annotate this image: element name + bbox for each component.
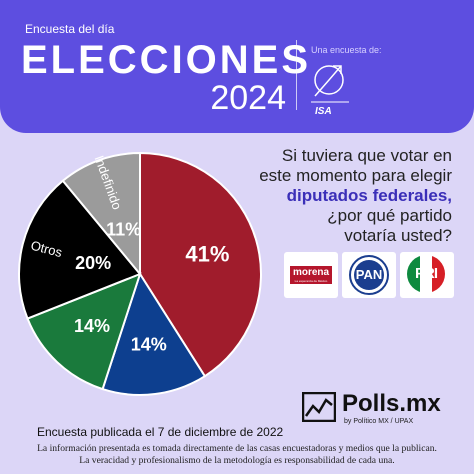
morena-tagline: La esperanza de México — [294, 279, 328, 283]
brand-byline: by Político MX / UPAX — [344, 418, 414, 425]
pri-logo: PRI — [400, 252, 454, 298]
publication-date: Encuesta publicada el 7 de diciembre de … — [37, 425, 284, 439]
pan-logo: PAN — [342, 252, 396, 298]
morena-badge: morena La esperanza de México — [290, 266, 332, 284]
pie-value-label-2: 14% — [74, 316, 110, 336]
brand-name: Polls.mx — [342, 390, 441, 417]
sponsor-caption: Una encuesta de: — [311, 45, 382, 55]
pie-value-label-3: 20% — [75, 253, 111, 273]
pie-slice-3 — [18, 179, 142, 320]
isa-logo-arrowhead — [333, 65, 342, 74]
pri-red-band — [432, 255, 445, 293]
party-logos: morena La esperanza de México PAN PRI — [276, 252, 454, 298]
question-line-1: Si tuviera que votar en — [281, 146, 452, 165]
page-title: ELECCIONES — [21, 38, 312, 82]
header-divider — [296, 40, 297, 110]
isa-logo: ISA — [311, 65, 349, 117]
question-line-4: ¿por qué partido — [327, 206, 452, 225]
question-line-2: este momento para elegir — [259, 166, 452, 185]
isa-logo-text: ISA — [315, 106, 332, 117]
pie-slice-2 — [26, 272, 142, 391]
pie-value-label-1: 14% — [131, 335, 167, 355]
pri-name: PRI — [414, 265, 438, 282]
isa-logo-circle — [314, 65, 344, 95]
disclaimer-line-1: La información presentada es tomada dire… — [37, 443, 437, 454]
morena-logo: morena La esperanza de México — [284, 252, 338, 298]
pan-name: PAN — [354, 260, 384, 290]
question-emphasis: diputados federales, — [286, 186, 452, 205]
pie-value-label-0: 41% — [185, 241, 229, 266]
survey-question: Si tuviera que votar en este momento par… — [212, 146, 452, 246]
polls-chart-icon — [302, 392, 336, 422]
disclaimer: La información presentada es tomada dire… — [6, 443, 468, 467]
title-year: 2024 — [210, 79, 286, 117]
isa-logo-check — [314, 65, 342, 97]
pie-slice-1 — [101, 271, 207, 396]
polls-brand: Polls.mx by Político MX / UPAX — [302, 388, 462, 428]
pri-white-band — [420, 255, 432, 293]
pie-value-label-4: 11% — [106, 219, 141, 239]
pri-green-band — [407, 255, 420, 293]
header-kicker: Encuesta del día — [25, 22, 115, 36]
question-line-5: votaría usted? — [344, 226, 452, 245]
pan-ring: PAN — [349, 255, 389, 295]
pri-ring: PRI — [407, 255, 445, 293]
pie-slice-4 — [61, 151, 141, 277]
morena-name: morena — [292, 267, 330, 278]
disclaimer-line-2: La veracidad y profesionalismo de la met… — [79, 455, 395, 466]
header-banner: Encuesta del día ELECCIONES 2024 Una enc… — [0, 0, 474, 133]
